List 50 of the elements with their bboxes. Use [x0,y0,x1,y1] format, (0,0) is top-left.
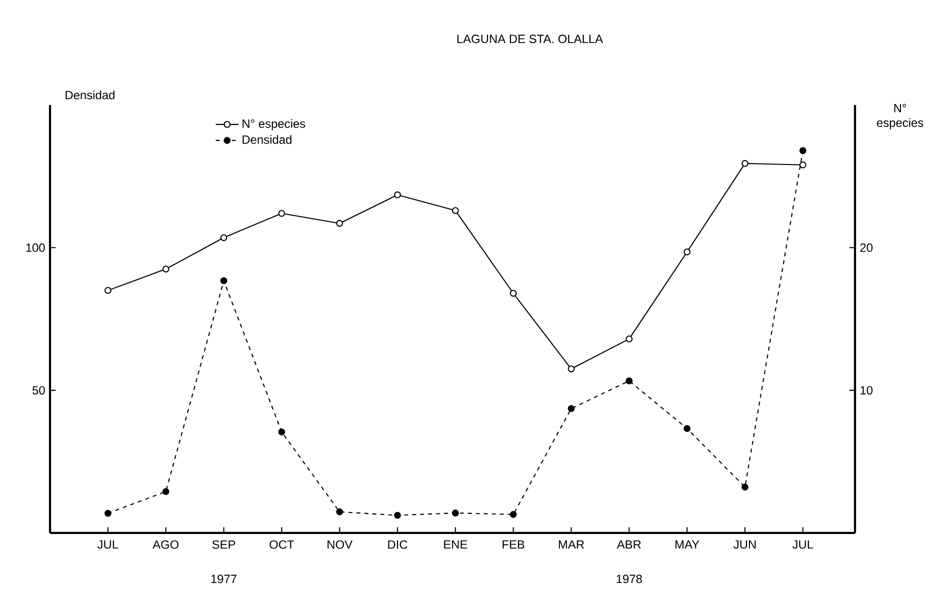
x-tick-label: FEB [502,540,524,549]
point [742,160,748,167]
point [452,207,459,214]
legend-label: Densidad [242,135,292,144]
text: 1977 [211,574,236,584]
point [104,510,112,517]
legend-label: N° especies [242,119,306,130]
point [626,335,633,342]
y-tick-label: 100 [26,243,45,252]
point [394,191,401,198]
point [568,405,575,412]
point [510,510,517,518]
point [626,377,633,384]
x-tick-label: ABR [616,540,641,549]
y-axis-title: Densidad [66,90,114,100]
point [510,290,517,297]
point [799,147,806,154]
point [684,425,691,432]
point [568,365,575,372]
point [336,508,344,516]
point [104,286,112,294]
x-tick-label: JUL [792,540,814,549]
x-tick-label: JUL [97,540,118,549]
point [742,484,748,490]
x-tick-label: MAR [558,540,584,549]
y2-tick-label: 10 [860,386,873,395]
text: 1978 [616,574,642,584]
y-tick-label: 50 [32,386,45,395]
x-tick-label: JUN [734,540,756,549]
point [220,277,228,284]
point [394,512,401,519]
point [684,248,691,256]
x-tick-label: ENE [444,540,468,549]
point [162,488,170,496]
point [220,234,228,242]
point [278,210,286,217]
x-tick-label: AGO [152,540,179,549]
point [162,266,170,272]
y2-tick-label: 20 [860,243,873,252]
y2-axis-title: N° especies [876,104,924,130]
x-tick-label: MAY [676,540,700,549]
point [278,428,286,436]
point [336,220,344,227]
x-tick-label: SEP [212,540,236,549]
point [799,161,806,168]
x-tick-label: OCT [270,540,294,549]
x-tick-label: DIC [388,540,408,549]
point [452,510,459,516]
x-tick-label: NOV [328,540,352,549]
chart-title: LAGUNA DE STA. OLALLA [457,34,604,44]
